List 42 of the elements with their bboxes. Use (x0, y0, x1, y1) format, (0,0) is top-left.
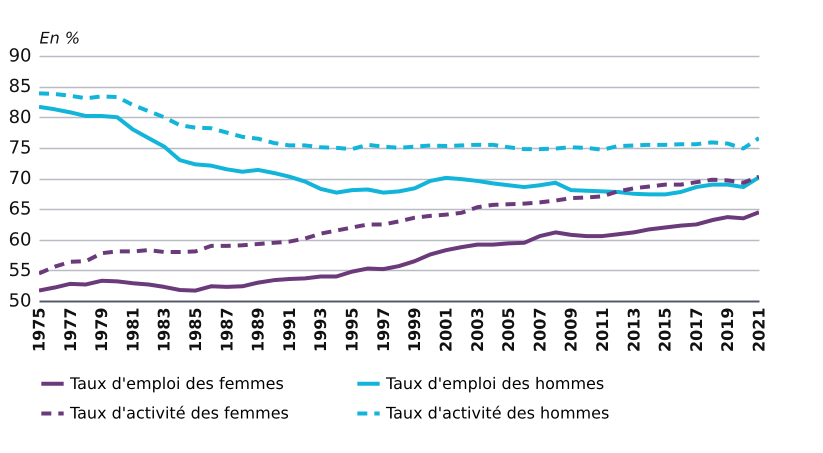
line-series (39, 91, 759, 152)
line-series (39, 210, 759, 293)
x-tick-label: 2011 (592, 308, 612, 352)
x-tick-label: 2007 (530, 308, 550, 352)
y-tick-label: 80 (8, 106, 32, 128)
legend-label: Taux d'emploi des hommes (385, 374, 604, 393)
legend-label: Taux d'activité des femmes (69, 404, 289, 422)
x-tick-label: 1977 (60, 308, 80, 352)
y-tick-label: 65 (8, 198, 32, 220)
legend-label: Taux d'activité des hommes (385, 404, 610, 422)
y-axis-title: En % (40, 28, 80, 48)
line-series (39, 174, 759, 276)
y-tick-label: 85 (8, 76, 32, 98)
y-tick-label: 50 (8, 290, 32, 312)
legend-label: Taux d'emploi des femmes (69, 374, 284, 393)
x-tick-label: 1993 (311, 308, 330, 352)
x-tick-label: 1981 (123, 308, 142, 352)
y-tick-label: 55 (8, 260, 32, 281)
x-tick-label: 2017 (686, 308, 706, 352)
x-tick-label: 1997 (374, 308, 393, 352)
x-tick-label: 1979 (92, 308, 112, 352)
y-tick-label: 60 (8, 229, 32, 250)
x-tick-label: 2021 (750, 308, 768, 352)
y-tick-label: 75 (8, 137, 32, 158)
x-tick-label: 2009 (562, 308, 581, 352)
x-tick-label: 1991 (280, 308, 299, 352)
x-tick-label: 1989 (248, 308, 268, 352)
x-tick-label: 2005 (499, 308, 518, 352)
line-series (39, 104, 759, 196)
x-tick-label: 1985 (186, 308, 206, 352)
x-tick-label: 1999 (405, 308, 424, 352)
y-tick-label: 90 (8, 46, 32, 66)
x-tick-label: 2015 (656, 308, 675, 352)
x-tick-label: 2003 (468, 308, 487, 352)
x-tick-label: 1987 (217, 308, 236, 352)
x-tick-label: 1983 (154, 308, 174, 352)
x-tick-label: 2013 (624, 308, 644, 352)
x-tick-label: 2001 (436, 308, 456, 352)
x-tick-label: 1995 (342, 308, 362, 352)
x-tick-label: 2019 (718, 308, 738, 352)
y-tick-label: 70 (8, 168, 32, 189)
x-tick-label: 1975 (30, 308, 48, 352)
